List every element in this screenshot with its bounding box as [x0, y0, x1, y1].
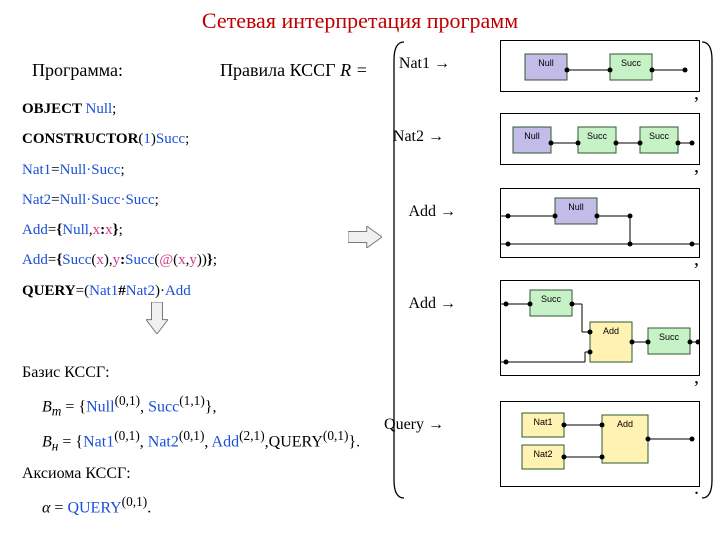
diagram-sep-2: , [694, 248, 699, 271]
diagram-sep-0: , [694, 82, 699, 105]
diagram-label-4: Query → [384, 416, 444, 434]
diagram-label-3: Add → [408, 295, 456, 313]
diagram-sep-1: , [694, 155, 699, 178]
diagram-2: Null [500, 188, 700, 258]
svg-text:Add: Add [603, 326, 619, 336]
diagram-4: Nat1 Nat2 Add [500, 401, 700, 487]
program-label: Программа: [32, 60, 123, 81]
arrow-right-icon [348, 226, 382, 248]
svg-text:Nat1: Nat1 [533, 417, 552, 427]
svg-text:Null: Null [538, 58, 554, 68]
right-bracket [700, 40, 716, 500]
basis-block: Базис КССГ: Bm = {Null(0,1), Succ(1,1)},B… [22, 360, 402, 525]
svg-text:Succ: Succ [659, 332, 680, 342]
diagram-sep-3: , [694, 366, 699, 389]
svg-text:Add: Add [617, 419, 633, 429]
diagram-3: Succ Add Succ [500, 280, 700, 376]
page-title: Сетевая интерпретация программ [0, 0, 720, 34]
rules-label: Правила КССГ R = [220, 60, 368, 81]
program-line-1: CONSTRUCTOR(1)Succ; [22, 126, 352, 152]
program-line-6: QUERY=(Nat1#Nat2)·Add [22, 278, 352, 304]
axiom-label: Аксиома КССГ: [22, 461, 402, 487]
diagram-label-2: Add → [408, 203, 456, 221]
diagram-0: Null Succ [500, 40, 700, 92]
svg-text:Null: Null [524, 131, 540, 141]
basis-bm: Bm = {Null(0,1), Succ(1,1)}, [42, 390, 402, 422]
svg-text:Null: Null [568, 202, 584, 212]
program-line-0: OBJECT Null; [22, 96, 352, 122]
arrow-down-icon [146, 302, 168, 334]
svg-text:Nat2: Nat2 [533, 449, 552, 459]
diagram-sep-4: . [694, 477, 699, 500]
svg-text:Succ: Succ [649, 131, 670, 141]
svg-text:Succ: Succ [621, 58, 642, 68]
program-line-5: Add={Succ(x),y:Succ(@(x,y))}; [22, 247, 352, 273]
program-line-3: Nat2=Null·Succ·Succ; [22, 187, 352, 213]
svg-text:Succ: Succ [541, 294, 562, 304]
program-line-4: Add={Null,x:x}; [22, 217, 352, 243]
axiom-line: α = QUERY(0,1). [42, 491, 402, 521]
program-line-2: Nat1=Null·Succ; [22, 157, 352, 183]
basis-bn: Bн = {Nat1(0,1), Nat2(0,1), Add(2,1),QUE… [42, 425, 402, 457]
basis-label: Базис КССГ: [22, 360, 402, 386]
diagram-label-1: Nat2 → [393, 128, 444, 146]
svg-text:Succ: Succ [587, 131, 608, 141]
diagram-1: Null Succ Succ [500, 113, 700, 165]
diagram-label-0: Nat1 → [399, 55, 450, 73]
program-listing: OBJECT Null; CONSTRUCTOR(1)Succ; Nat1=Null… [22, 92, 352, 308]
